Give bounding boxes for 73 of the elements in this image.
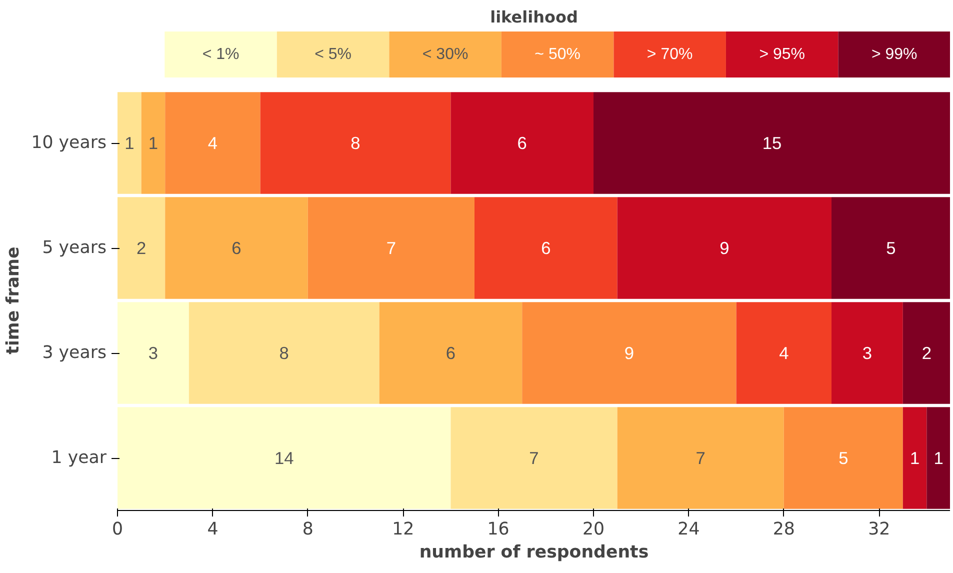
data-label: 5 [886, 238, 896, 258]
data-label: 7 [386, 238, 396, 258]
bar [832, 197, 950, 299]
x-tick-label: 20 [582, 520, 605, 540]
y-tick-label: 10 years [31, 133, 107, 153]
data-label: 3 [148, 343, 158, 363]
bar [594, 92, 950, 194]
text: > 95% [759, 46, 806, 63]
y-axis-title: time frame [3, 246, 24, 354]
bar [902, 407, 927, 509]
data-label: 6 [517, 133, 527, 153]
text: < 1% [202, 46, 240, 63]
text: < 5% [314, 46, 352, 63]
x-tick-label: 12 [392, 520, 414, 540]
data-label: 15 [762, 133, 782, 153]
bar [450, 407, 618, 509]
bar [260, 92, 451, 194]
bar [450, 92, 594, 194]
data-label: 9 [720, 238, 730, 258]
y-tick-label: 3 years [42, 343, 107, 363]
bar [474, 197, 618, 299]
text: > 70% [646, 46, 693, 63]
y-tick-label: 5 years [42, 238, 107, 258]
data-label: 3 [862, 343, 872, 363]
data-label: 5 [838, 448, 848, 468]
data-label: 6 [232, 238, 242, 258]
bar [784, 407, 903, 509]
bar [118, 302, 189, 404]
bar [832, 302, 903, 404]
legend-title: likelihood [490, 8, 578, 26]
bar [188, 302, 380, 404]
bar [379, 302, 522, 404]
data-label: 7 [696, 448, 706, 468]
bar [165, 197, 308, 299]
data-label: 1 [148, 133, 158, 153]
data-label: 6 [541, 238, 551, 258]
data-label: 7 [529, 448, 539, 468]
bar [902, 302, 950, 404]
data-label: 6 [446, 343, 456, 363]
bar [522, 302, 736, 404]
x-tick-label: 24 [678, 520, 700, 540]
data-label: 1 [910, 448, 920, 468]
x-tick-label: 16 [487, 520, 510, 540]
text: < 30% [422, 46, 468, 63]
bar [118, 407, 451, 509]
bar [926, 407, 950, 509]
bar [141, 92, 166, 194]
series-label: > 99% [871, 46, 918, 63]
x-tick-label: 8 [302, 520, 314, 540]
bar [736, 302, 832, 404]
data-label: 8 [279, 343, 289, 363]
x-axis-title: number of respondents [419, 542, 649, 562]
data-label: 9 [624, 343, 634, 363]
bar [165, 92, 260, 194]
data-label: 1 [124, 133, 134, 153]
bar [617, 197, 832, 299]
bar [617, 407, 784, 509]
x-tick-label: 0 [112, 520, 124, 540]
data-label: 1 [934, 448, 944, 468]
bar [118, 197, 166, 299]
text: ~ 50% [534, 46, 580, 63]
bar [308, 197, 474, 299]
x-tick-label: 32 [868, 520, 890, 540]
bar [118, 92, 142, 194]
data-label: 8 [350, 133, 360, 153]
y-tick-label: 1 year [51, 448, 108, 468]
data-label: 4 [779, 343, 790, 363]
x-tick-label: 4 [207, 520, 218, 540]
data-label: 2 [922, 343, 932, 363]
data-label: 4 [208, 133, 218, 153]
x-tick-label: 28 [772, 520, 795, 540]
data-label: 14 [274, 448, 294, 468]
data-label: 2 [136, 238, 146, 258]
